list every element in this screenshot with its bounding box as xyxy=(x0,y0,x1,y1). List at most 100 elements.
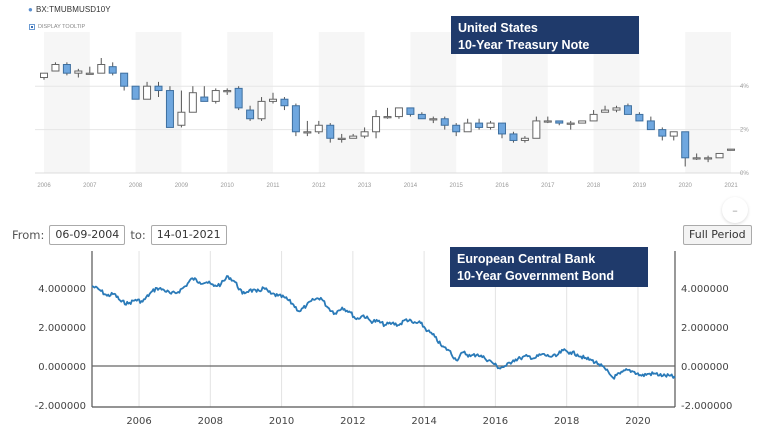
from-label: From: xyxy=(12,228,45,242)
candle-body xyxy=(211,90,220,102)
year-band xyxy=(44,32,90,173)
us-treasury-candlestick-chart: 0% 2% 4% 2006 2007 2008 2009 2010 2011 2012 2013 20… xyxy=(35,32,749,189)
candle-body xyxy=(131,85,140,100)
candle-body xyxy=(326,124,335,139)
candle-body xyxy=(635,113,644,122)
candle-body xyxy=(223,90,232,93)
x-tick-label: 2018 xyxy=(554,416,579,427)
candle-body xyxy=(658,129,667,137)
candle-body xyxy=(681,131,690,159)
ticker-symbol: ● BX:TMUBMUSD10Y xyxy=(28,5,111,14)
x-tick-label: 2012 xyxy=(312,183,326,189)
candle-body xyxy=(555,120,564,124)
candle-body xyxy=(257,100,266,120)
candle-body xyxy=(578,120,587,124)
us-title-line-2: 10-Year Treasury Note xyxy=(458,38,590,52)
full-period-button[interactable]: Full Period xyxy=(683,225,752,245)
candle-body xyxy=(509,133,518,141)
x-tick-label: 2008 xyxy=(198,416,223,427)
candle-body xyxy=(108,66,117,74)
candle-body xyxy=(475,122,484,128)
ecb-title-line-2: 10-Year Government Bond xyxy=(457,269,614,283)
ecb-series-line xyxy=(91,275,676,380)
candle-body xyxy=(394,107,403,118)
x-tick-label: 2016 xyxy=(495,183,509,189)
candle-body xyxy=(532,120,541,139)
y-tick-label: 4% xyxy=(740,84,749,90)
candle-body xyxy=(177,111,186,126)
candle-body xyxy=(543,120,552,123)
candle-body xyxy=(417,113,426,120)
candle-body xyxy=(486,122,495,128)
candle-body xyxy=(234,87,243,109)
candle-body xyxy=(372,116,381,133)
series-bullet-icon: ● xyxy=(28,5,33,14)
candle-body xyxy=(143,85,152,100)
candle-body xyxy=(246,109,255,120)
y-tick-label-right: -2.000000 xyxy=(681,401,732,412)
candle-body xyxy=(165,90,174,128)
x-tick-label: 2014 xyxy=(404,183,418,189)
x-tick-label: 2018 xyxy=(587,183,601,189)
candle-body xyxy=(269,98,277,102)
y-tick-label-left: 4.000000 xyxy=(38,284,86,295)
candle-body xyxy=(429,118,438,121)
to-date-input[interactable]: 14-01-2021 xyxy=(150,225,227,245)
y-tick-label-left: 0.000000 xyxy=(38,362,86,373)
candle-body xyxy=(62,64,71,74)
y-tick-label-right: 0.000000 xyxy=(681,362,729,373)
y-tick-label: 0% xyxy=(740,171,749,177)
candle-body xyxy=(692,157,701,160)
candle-body xyxy=(589,113,598,122)
from-date-input[interactable]: 06-09-2004 xyxy=(49,225,126,245)
candle-body xyxy=(520,137,529,141)
checkbox-icon[interactable] xyxy=(29,24,35,30)
candle-body xyxy=(612,107,621,111)
x-tick-label: 2007 xyxy=(83,183,97,189)
year-band xyxy=(502,32,548,173)
to-label: to: xyxy=(130,228,146,242)
candle-body xyxy=(280,98,289,107)
x-tick-label: 2014 xyxy=(411,416,436,427)
date-range-selector: From: 06-09-2004 to: 14-01-2021 xyxy=(12,225,232,245)
year-band xyxy=(135,32,182,173)
x-tick-label: 2021 xyxy=(724,183,738,189)
x-tick-label: 2016 xyxy=(483,416,508,427)
candle-body xyxy=(97,64,106,74)
year-band xyxy=(227,32,273,173)
candle-body xyxy=(51,64,60,72)
display-tooltip-label: DISPLAY TOOLTIP xyxy=(38,24,86,30)
y-tick-label: 2% xyxy=(740,128,749,134)
year-band xyxy=(685,32,731,173)
x-tick-label: 2008 xyxy=(129,183,143,189)
candle-body xyxy=(314,124,323,133)
candle-body xyxy=(383,116,392,119)
ecb-title-line-1: European Central Bank xyxy=(457,252,596,266)
y-tick-label-left: 2.000000 xyxy=(38,323,86,334)
y-tick-label-right: 2.000000 xyxy=(681,323,729,334)
candle-body xyxy=(200,96,209,102)
candle-body xyxy=(349,135,358,139)
candle-body xyxy=(74,70,83,74)
y-tick-label-right: 4.000000 xyxy=(681,284,729,295)
year-band xyxy=(410,32,457,173)
ticker-label: BX:TMUBMUSD10Y xyxy=(35,5,111,14)
minus-icon: – xyxy=(732,203,738,217)
display-tooltip-toggle[interactable]: DISPLAY TOOLTIP xyxy=(29,24,85,30)
candle-body xyxy=(360,131,369,137)
x-tick-label: 2020 xyxy=(679,183,693,189)
y-tick-label-left: -2.000000 xyxy=(35,401,86,412)
ecb-title-box: European Central Bank 10-Year Government… xyxy=(450,247,648,287)
candle-body xyxy=(291,105,300,133)
x-tick-label: 2015 xyxy=(450,183,464,189)
x-tick-label: 2009 xyxy=(175,183,189,189)
x-tick-label: 2017 xyxy=(541,183,555,189)
x-tick-label: 2011 xyxy=(267,183,281,189)
zoom-out-button[interactable]: – xyxy=(722,197,748,223)
x-tick-label: 2006 xyxy=(37,183,51,189)
candle-body xyxy=(704,157,713,160)
x-tick-label: 2013 xyxy=(358,183,372,189)
candle-body xyxy=(303,131,312,134)
us-treasury-title-box: United States 10-Year Treasury Note xyxy=(451,16,639,54)
candle-body xyxy=(154,85,163,92)
